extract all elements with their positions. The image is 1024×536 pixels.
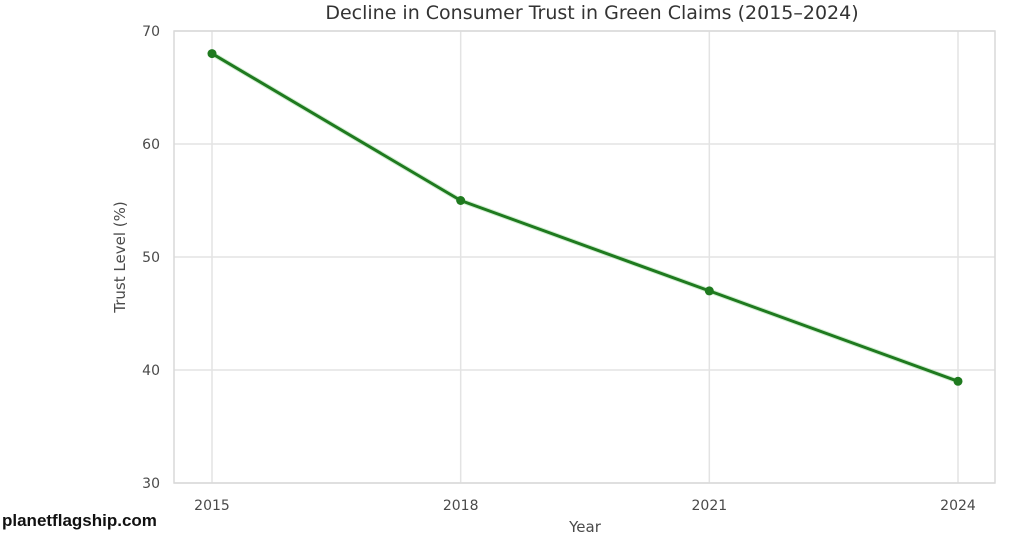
data-series: [207, 49, 963, 386]
series-line-glow: [210, 51, 959, 384]
y-axis-label: Trust Level (%): [111, 201, 129, 313]
chart-title: Decline in Consumer Trust in Green Claim…: [325, 2, 859, 24]
y-tick-label: 30: [142, 476, 160, 492]
y-tick-label: 70: [142, 24, 160, 40]
x-axis-ticks: 2015 2018 2021 2024: [194, 498, 976, 514]
x-axis-label: Year: [568, 518, 602, 536]
x-tick-label: 2024: [940, 498, 976, 514]
y-axis-ticks: 30 40 50 60 70: [142, 24, 160, 492]
data-point-marker: [456, 196, 466, 205]
plot-frame: [173, 30, 996, 484]
data-point-marker: [207, 49, 217, 59]
x-tick-label: 2015: [194, 498, 230, 514]
watermark-text: planetflagship.com: [2, 511, 161, 531]
y-tick-label: 60: [142, 137, 160, 153]
y-tick-label: 40: [142, 363, 160, 379]
x-tick-label: 2018: [443, 498, 479, 514]
y-tick-label: 50: [142, 250, 160, 266]
grid-lines: [174, 30, 995, 484]
data-point-marker: [953, 376, 963, 386]
series-line: [211, 52, 959, 383]
data-point-marker: [704, 286, 714, 296]
x-tick-label: 2021: [692, 498, 728, 514]
